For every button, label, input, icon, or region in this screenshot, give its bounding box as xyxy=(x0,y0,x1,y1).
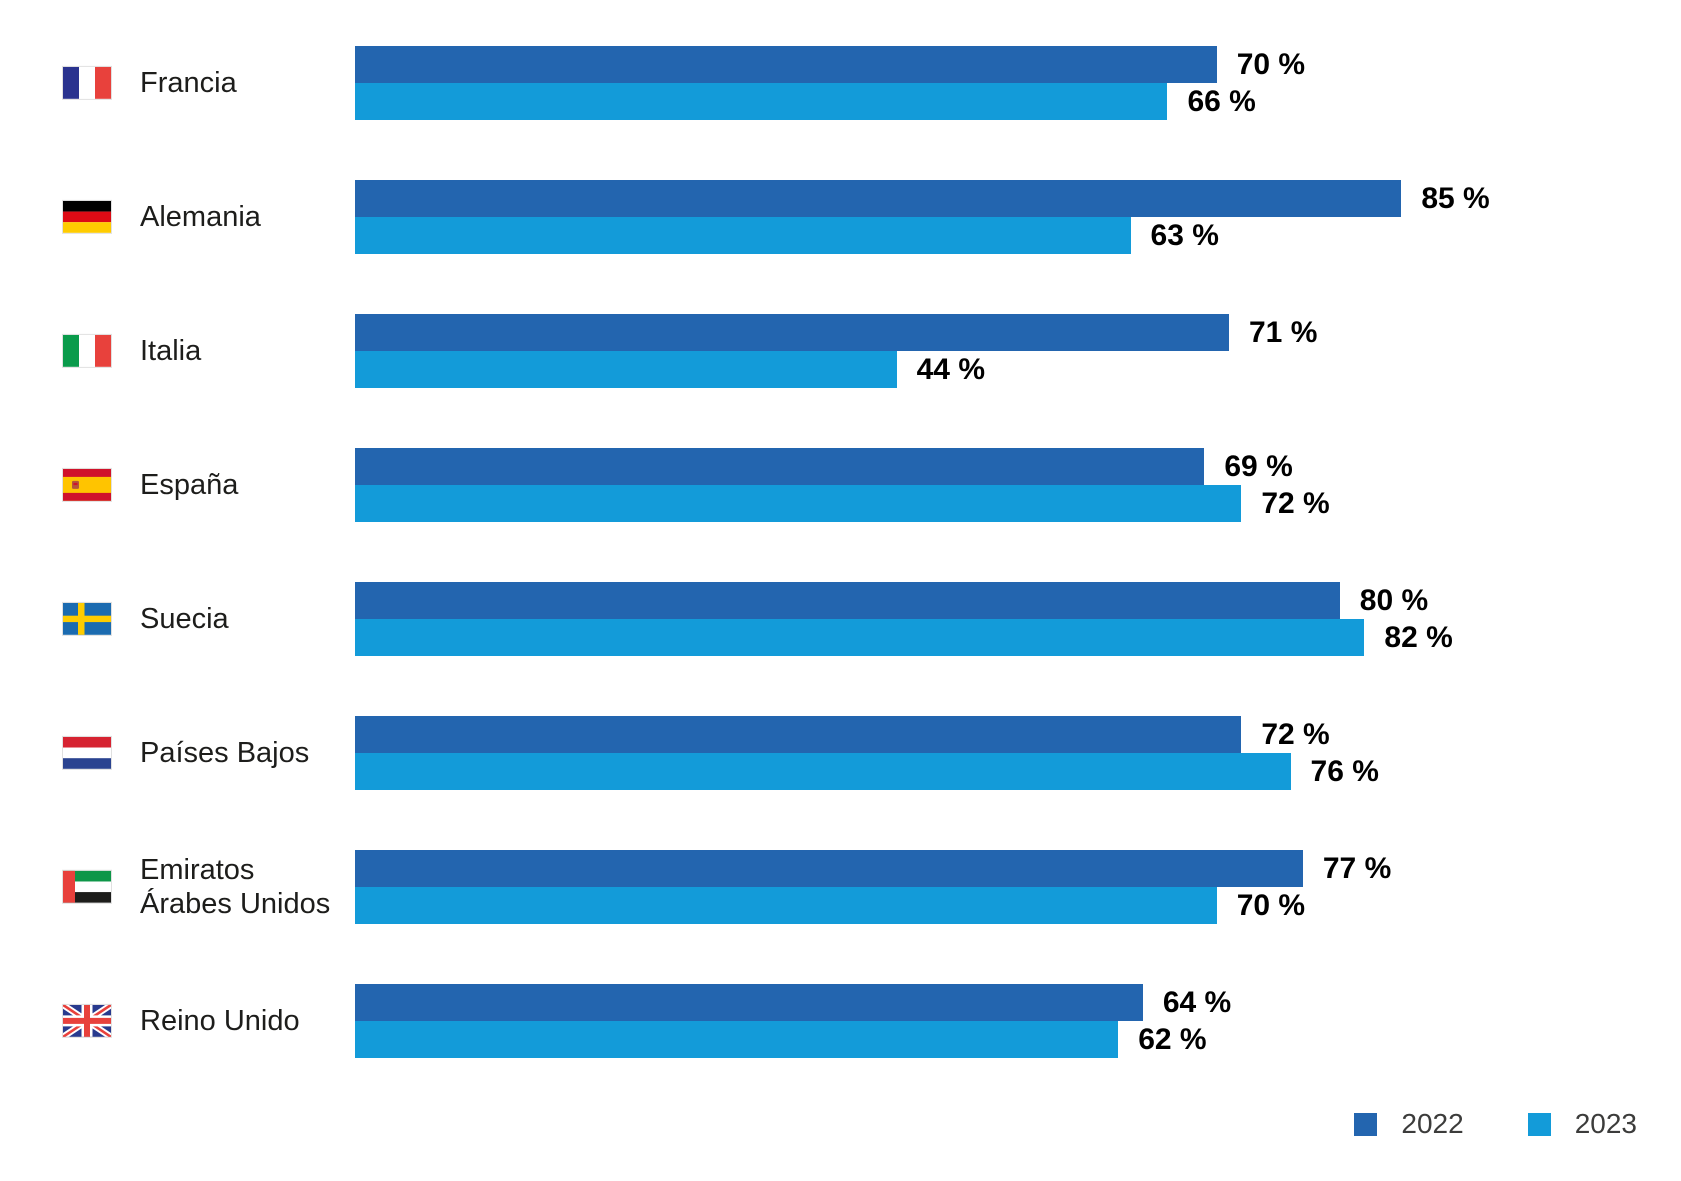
bar-line-2022: 77 % xyxy=(355,850,1586,887)
bar-2022 xyxy=(355,850,1303,887)
legend-label-2023: 2023 xyxy=(1574,1108,1637,1139)
bar-line-2023: 70 % xyxy=(355,887,1586,924)
country-label: Emiratos Árabes Unidos xyxy=(140,853,331,920)
row-header: Francia xyxy=(62,66,237,100)
country-row: Emiratos Árabes Unidos 77 % 70 % xyxy=(0,820,1681,954)
bar-group: 69 % 72 % xyxy=(355,448,1586,522)
bar-2023 xyxy=(355,217,1131,254)
bar-line-2022: 80 % xyxy=(355,582,1586,619)
italy-flag-icon xyxy=(62,334,112,368)
legend-label-2022: 2022 xyxy=(1401,1108,1464,1139)
legend: 2022 2023 xyxy=(1354,1108,1637,1140)
netherlands-flag-icon xyxy=(62,736,112,770)
value-label-2023: 70 % xyxy=(1236,888,1306,922)
france-flag-icon xyxy=(62,66,112,100)
row-header: España xyxy=(62,468,239,502)
country-row: Reino Unido 64 % 62 % xyxy=(0,954,1681,1088)
chart-rows: Francia 70 % 66 % Alemania xyxy=(0,16,1681,1088)
country-label: Francia xyxy=(140,66,237,99)
value-label-2023: 82 % xyxy=(1384,620,1453,654)
uae-flag-icon xyxy=(62,870,112,904)
legend-swatch-2022 xyxy=(1354,1112,1378,1136)
bar-line-2023: 62 % xyxy=(355,1021,1586,1058)
country-row: Países Bajos 72 % 76 % xyxy=(0,686,1681,820)
bar-group: 85 % 63 % xyxy=(355,180,1586,254)
row-header: Alemania xyxy=(62,200,261,234)
country-label: Italia xyxy=(140,334,202,367)
row-header: Países Bajos xyxy=(62,736,310,770)
country-label: España xyxy=(140,468,239,501)
bar-group: 70 % 66 % xyxy=(355,46,1586,120)
legend-item-2023: 2023 xyxy=(1527,1108,1637,1140)
value-label-2022: 69 % xyxy=(1224,449,1293,483)
country-label: Países Bajos xyxy=(140,736,310,769)
bar-line-2022: 64 % xyxy=(355,984,1586,1021)
value-label-2022: 64 % xyxy=(1162,985,1232,1019)
bar-2023 xyxy=(355,83,1168,120)
bar-2023 xyxy=(355,619,1365,656)
bar-group: 71 % 44 % xyxy=(355,314,1586,388)
bar-line-2023: 63 % xyxy=(355,217,1586,254)
value-label-2022: 72 % xyxy=(1261,717,1330,751)
bar-2022 xyxy=(355,448,1205,485)
sweden-flag-icon xyxy=(62,602,112,636)
value-label-2022: 85 % xyxy=(1421,181,1490,215)
bar-2022 xyxy=(355,46,1217,83)
spain-flag-icon xyxy=(62,468,112,502)
bar-2022 xyxy=(355,716,1242,753)
country-label: Reino Unido xyxy=(140,1004,300,1037)
value-label-2022: 77 % xyxy=(1322,851,1392,885)
value-label-2022: 80 % xyxy=(1359,583,1429,617)
country-row: España 69 % 72 % xyxy=(0,418,1681,552)
bar-2022 xyxy=(355,314,1229,351)
country-label: Alemania xyxy=(140,200,261,233)
bar-line-2022: 85 % xyxy=(355,180,1586,217)
bar-group: 80 % 82 % xyxy=(355,582,1586,656)
row-header: Suecia xyxy=(62,602,229,636)
bar-line-2022: 72 % xyxy=(355,716,1586,753)
value-label-2023: 62 % xyxy=(1138,1022,1207,1056)
bar-2023 xyxy=(355,753,1291,790)
bar-line-2022: 71 % xyxy=(355,314,1586,351)
bar-line-2023: 66 % xyxy=(355,83,1586,120)
bar-2023 xyxy=(355,887,1217,924)
bar-line-2023: 44 % xyxy=(355,351,1586,388)
bar-group: 77 % 70 % xyxy=(355,850,1586,924)
bar-2023 xyxy=(355,351,897,388)
bar-line-2023: 72 % xyxy=(355,485,1586,522)
bar-line-2022: 69 % xyxy=(355,448,1586,485)
country-label: Suecia xyxy=(140,602,229,635)
bar-2022 xyxy=(355,582,1340,619)
germany-flag-icon xyxy=(62,200,112,234)
row-header: Italia xyxy=(62,334,202,368)
row-header: Emiratos Árabes Unidos xyxy=(62,853,345,921)
bar-line-2023: 76 % xyxy=(355,753,1586,790)
value-label-2023: 76 % xyxy=(1310,754,1379,788)
bar-2022 xyxy=(355,984,1143,1021)
row-header: Reino Unido xyxy=(62,1004,300,1038)
value-label-2022: 70 % xyxy=(1236,47,1306,81)
legend-item-2022: 2022 xyxy=(1354,1108,1464,1140)
uk-flag-icon xyxy=(62,1004,112,1038)
bar-group: 64 % 62 % xyxy=(355,984,1586,1058)
country-row: Suecia 80 % 82 % xyxy=(0,552,1681,686)
bar-group: 72 % 76 % xyxy=(355,716,1586,790)
bar-2023 xyxy=(355,1021,1119,1058)
value-label-2022: 71 % xyxy=(1249,315,1318,349)
bar-2022 xyxy=(355,180,1402,217)
bar-line-2022: 70 % xyxy=(355,46,1586,83)
bar-2023 xyxy=(355,485,1242,522)
value-label-2023: 63 % xyxy=(1150,218,1219,252)
value-label-2023: 72 % xyxy=(1261,486,1330,520)
country-row: Alemania 85 % 63 % xyxy=(0,150,1681,284)
bar-line-2023: 82 % xyxy=(355,619,1586,656)
country-row: Francia 70 % 66 % xyxy=(0,16,1681,150)
country-row: Italia 71 % 44 % xyxy=(0,284,1681,418)
value-label-2023: 44 % xyxy=(916,352,986,386)
value-label-2023: 66 % xyxy=(1187,84,1256,118)
legend-swatch-2023 xyxy=(1527,1112,1551,1136)
